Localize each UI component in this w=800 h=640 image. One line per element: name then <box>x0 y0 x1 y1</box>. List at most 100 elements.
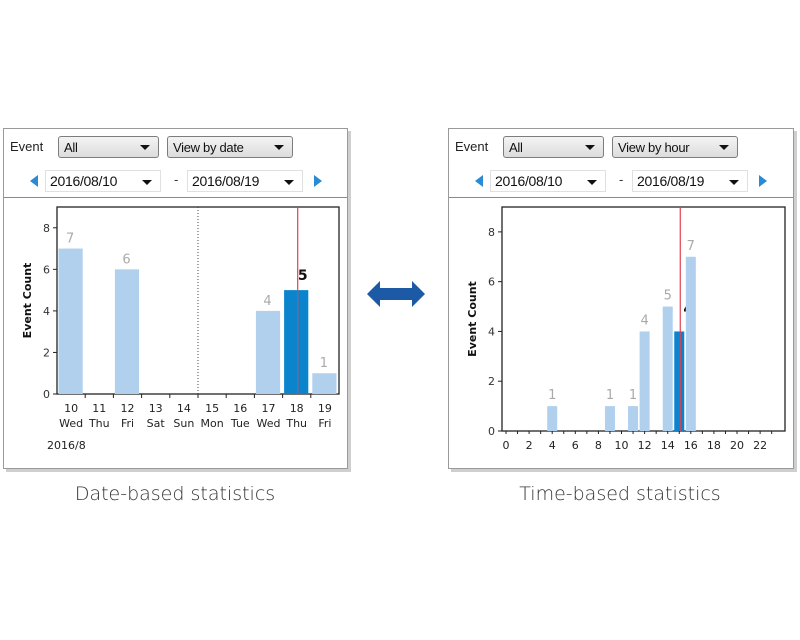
chevron-down-icon <box>140 145 150 150</box>
next-arrow-icon[interactable] <box>314 175 322 187</box>
event-filter-dropdown[interactable]: All <box>503 136 604 158</box>
value-label: 6 <box>122 252 130 267</box>
y-tick-label: 8 <box>488 226 495 239</box>
bar <box>662 306 673 431</box>
y-tick-label: 2 <box>488 375 495 388</box>
date-stats-caption: Date-based statistics <box>74 483 276 505</box>
event-label: Event <box>455 139 489 154</box>
y-tick-label: 6 <box>43 263 50 276</box>
y-tick-label: 2 <box>43 346 50 359</box>
double-arrow-icon <box>367 281 425 307</box>
y-tick-label: 8 <box>43 222 50 235</box>
date-to-picker[interactable]: 2016/08/19 <box>632 170 748 192</box>
bar <box>114 269 140 394</box>
event-filter-value: All <box>64 140 78 155</box>
x-tick-label: 17 <box>262 402 276 415</box>
prev-arrow-icon[interactable] <box>475 175 483 187</box>
x-tick-label: 10 <box>615 439 629 452</box>
y-tick-label: 4 <box>488 325 495 338</box>
x-tick-label: 22 <box>753 439 767 452</box>
view-mode-dropdown[interactable]: View by date <box>167 136 293 158</box>
y-tick-label: 4 <box>43 305 50 318</box>
weekday-label: Fri <box>318 417 331 430</box>
value-label: 1 <box>629 388 637 403</box>
x-tick-label: 20 <box>730 439 744 452</box>
bar <box>58 248 83 394</box>
date-from-value: 2016/08/10 <box>50 173 118 189</box>
weekday-label: Thu <box>285 417 307 430</box>
value-label: 1 <box>606 388 614 403</box>
value-label: 4 <box>640 313 648 328</box>
date-to-value: 2016/08/19 <box>192 173 260 189</box>
view-mode-dropdown[interactable]: View by hour <box>612 136 738 158</box>
event-filter-value: All <box>509 140 523 155</box>
bar <box>639 331 650 431</box>
y-tick-label: 6 <box>488 276 495 289</box>
bar <box>547 406 558 431</box>
next-arrow-icon[interactable] <box>759 175 767 187</box>
time-stats-caption: Time-based statistics <box>519 483 721 505</box>
weekday-label: Sat <box>147 417 166 430</box>
bar <box>312 373 337 394</box>
view-mode-value: View by date <box>173 140 244 155</box>
y-axis-label: Event Count <box>21 263 34 339</box>
x-tick-label: 16 <box>233 402 247 415</box>
event-filter-dropdown[interactable]: All <box>58 136 159 158</box>
x-tick-label: 18 <box>707 439 721 452</box>
chevron-down-icon <box>585 145 595 150</box>
date-stats-panel: Event All View by date 2016/08/10 - 2016… <box>3 128 348 469</box>
chevron-down-icon <box>719 145 729 150</box>
weekday-label: Mon <box>200 417 223 430</box>
toolbar: Event All View by date 2016/08/10 - 2016… <box>4 129 347 198</box>
y-tick-label: 0 <box>488 425 495 438</box>
date-from-picker[interactable]: 2016/08/10 <box>490 170 606 192</box>
bar <box>255 310 281 394</box>
x-tick-label: 13 <box>149 402 163 415</box>
x-tick-label: 16 <box>684 439 698 452</box>
date-to-picker[interactable]: 2016/08/19 <box>187 170 303 192</box>
bar <box>674 331 685 431</box>
x-tick-label: 19 <box>318 402 332 415</box>
x-tick-label: 4 <box>549 439 556 452</box>
x-tick-label: 12 <box>121 402 135 415</box>
value-label: 5 <box>664 289 672 304</box>
prev-arrow-icon[interactable] <box>30 175 38 187</box>
weekday-label: Thu <box>88 417 110 430</box>
chevron-down-icon <box>587 180 597 185</box>
value-label: 7 <box>66 232 74 247</box>
weekday-label: Sun <box>173 417 194 430</box>
x-tick-label: 14 <box>177 402 191 415</box>
x-tick-label: 18 <box>290 402 304 415</box>
x-tick-label: 14 <box>661 439 675 452</box>
date-separator: - <box>174 172 179 187</box>
view-mode-value: View by hour <box>618 140 690 155</box>
x-tick-label: 8 <box>595 439 602 452</box>
toolbar: Event All View by hour 2016/08/10 - 2016… <box>449 129 793 198</box>
x-tick-label: 15 <box>205 402 219 415</box>
y-tick-label: 0 <box>43 388 50 401</box>
date-to-value: 2016/08/19 <box>637 173 705 189</box>
x-tick-label: 0 <box>503 439 510 452</box>
time-stats-panel: Event All View by hour 2016/08/10 - 2016… <box>448 128 794 469</box>
value-label: 1 <box>320 356 328 371</box>
date-from-picker[interactable]: 2016/08/10 <box>45 170 161 192</box>
x-tick-label: 11 <box>92 402 106 415</box>
date-from-value: 2016/08/10 <box>495 173 563 189</box>
bar <box>628 406 639 431</box>
weekday-label: Tue <box>230 417 250 430</box>
chevron-down-icon <box>729 180 739 185</box>
weekday-label: Wed <box>257 417 281 430</box>
date-separator: - <box>619 172 624 187</box>
chevron-down-icon <box>284 180 294 185</box>
bar <box>604 406 615 431</box>
value-label: 1 <box>548 388 556 403</box>
weekday-label: Wed <box>59 417 83 430</box>
y-axis-label: Event Count <box>466 281 479 357</box>
x-tick-label: 10 <box>64 402 78 415</box>
value-label: 4 <box>263 294 271 309</box>
x-tick-label: 2 <box>526 439 533 452</box>
chevron-down-icon <box>142 180 152 185</box>
month-label: 2016/8 <box>47 439 86 452</box>
